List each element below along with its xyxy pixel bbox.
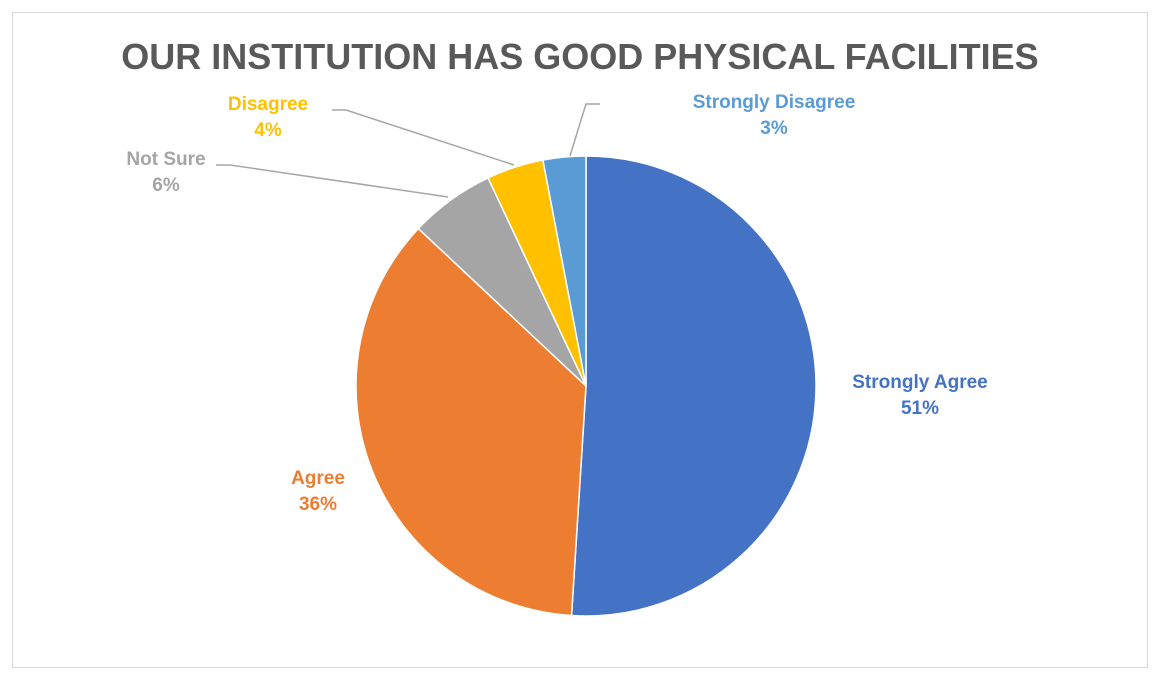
data-labels: Strongly Agree 51% Agree 36% Not Sure 6% Disag… (126, 92, 987, 515)
data-label-name-strongly-disagree: Strongly Disagree (693, 92, 856, 113)
pie-slice-strongly-agree (570, 155, 817, 617)
data-label-name-agree: Agree (291, 468, 345, 489)
pie-slice-agree (355, 227, 587, 617)
data-label-value-strongly-disagree: 3% (760, 118, 788, 139)
leader-line-disagree (332, 109, 515, 166)
chart-title: OUR INSTITUTION HAS GOOD PHYSICAL FACILI… (121, 36, 1039, 77)
data-label-name-disagree: Disagree (228, 94, 308, 115)
leader-lines (216, 103, 600, 198)
pie-slice-strongly-disagree (542, 155, 587, 387)
data-label-value-strongly-agree: 51% (901, 398, 939, 419)
data-label-value-disagree: 4% (254, 120, 282, 141)
data-label-value-agree: 36% (299, 494, 337, 515)
data-label-value-not-sure: 6% (152, 175, 180, 196)
pie-slices (355, 155, 817, 617)
data-label-name-strongly-agree: Strongly Agree (852, 372, 988, 393)
data-label-name-not-sure: Not Sure (126, 149, 205, 170)
leader-line-not-sure (216, 164, 449, 198)
leader-line-strongly-disagree (569, 103, 600, 157)
